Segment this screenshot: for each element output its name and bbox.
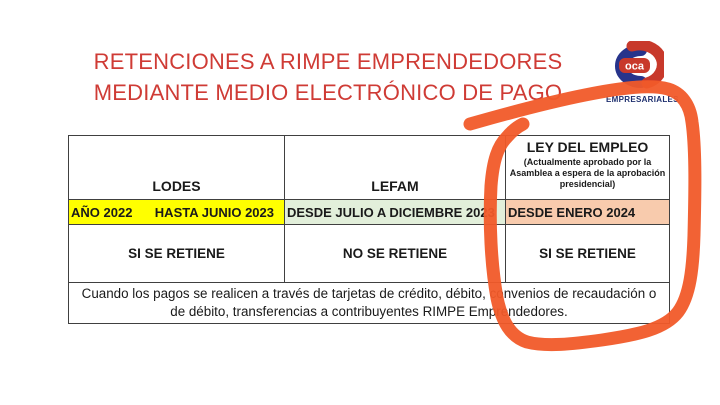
logo-wordmark: oca bbox=[625, 61, 645, 73]
logo-c-red-arc bbox=[626, 41, 664, 89]
header-lefam-label: LEFAM bbox=[371, 178, 419, 194]
period-lodes-start: AÑO 2022 bbox=[71, 204, 133, 220]
header-lodes-label: LODES bbox=[152, 178, 201, 194]
logo-caption: EMPRESARIALES bbox=[606, 95, 679, 104]
page-title: RETENCIONES A RIMPE EMPRENDEDORES MEDIAN… bbox=[28, 46, 628, 108]
period-ley: DESDE ENERO 2024 bbox=[506, 200, 669, 225]
retention-lefam: NO SE RETIENE bbox=[285, 225, 506, 283]
company-logo-icon: oca bbox=[615, 41, 664, 89]
header-ley-del-empleo: LEY DEL EMPLEO (Actualmente aprobado por… bbox=[506, 136, 669, 200]
retention-table: LODES LEFAM LEY DEL EMPLEO (Actualmente … bbox=[68, 135, 670, 324]
header-lefam: LEFAM bbox=[285, 136, 506, 200]
period-lodes: AÑO 2022 HASTA JUNIO 2023 bbox=[69, 200, 285, 225]
header-ley-label: LEY DEL EMPLEO bbox=[526, 139, 649, 155]
header-ley-subtitle: (Actualmente aprobado por la Asamblea a … bbox=[509, 157, 666, 189]
retention-lodes: SI SE RETIENE bbox=[69, 225, 285, 283]
logo-wordmark-pill bbox=[619, 58, 650, 73]
header-lodes: LODES bbox=[69, 136, 285, 200]
retention-ley: SI SE RETIENE bbox=[506, 225, 669, 283]
footer-line-1: Cuando los pagos se realicen a través de… bbox=[81, 286, 657, 301]
title-line-1: RETENCIONES A RIMPE EMPRENDEDORES bbox=[93, 49, 563, 74]
table-footer: Cuando los pagos se realicen a través de… bbox=[69, 283, 669, 323]
footer-line-2: de débito, transferencias a contribuyent… bbox=[170, 304, 568, 319]
period-lefam: DESDE JULIO A DICIEMBRE 2023 bbox=[285, 200, 506, 225]
title-line-2: MEDIANTE MEDIO ELECTRÓNICO DE PAGO bbox=[93, 80, 563, 105]
period-lodes-end: HASTA JUNIO 2023 bbox=[154, 204, 274, 220]
